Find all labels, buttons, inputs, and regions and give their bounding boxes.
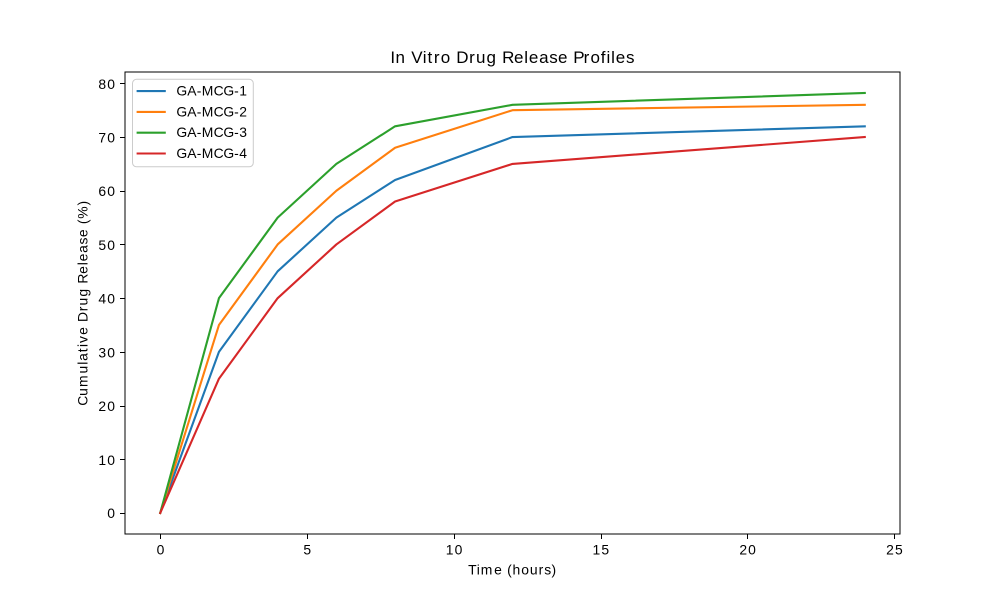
svg-text:20: 20 [98,398,115,414]
svg-text:15: 15 [593,542,610,558]
svg-text:0: 0 [107,505,115,521]
svg-text:80: 80 [98,76,115,92]
svg-text:In Vitro Drug Release Profiles: In Vitro Drug Release Profiles [390,48,634,67]
svg-text:Time (hours): Time (hours) [468,562,556,578]
svg-text:10: 10 [98,452,115,468]
svg-text:0: 0 [157,542,165,558]
svg-text:5: 5 [303,542,311,558]
svg-text:10: 10 [446,542,463,558]
svg-text:GA-MCG-4: GA-MCG-4 [176,145,247,161]
svg-text:20: 20 [739,542,756,558]
svg-text:40: 40 [98,291,115,307]
svg-text:30: 30 [98,344,115,360]
svg-text:60: 60 [98,183,115,199]
svg-text:GA-MCG-2: GA-MCG-2 [176,103,247,119]
svg-text:Cumulative Drug Release (%): Cumulative Drug Release (%) [75,201,91,406]
svg-text:50: 50 [98,237,115,253]
svg-text:70: 70 [98,130,115,146]
svg-text:GA-MCG-3: GA-MCG-3 [176,124,247,140]
svg-text:GA-MCG-1: GA-MCG-1 [176,83,247,99]
svg-text:25: 25 [886,542,903,558]
